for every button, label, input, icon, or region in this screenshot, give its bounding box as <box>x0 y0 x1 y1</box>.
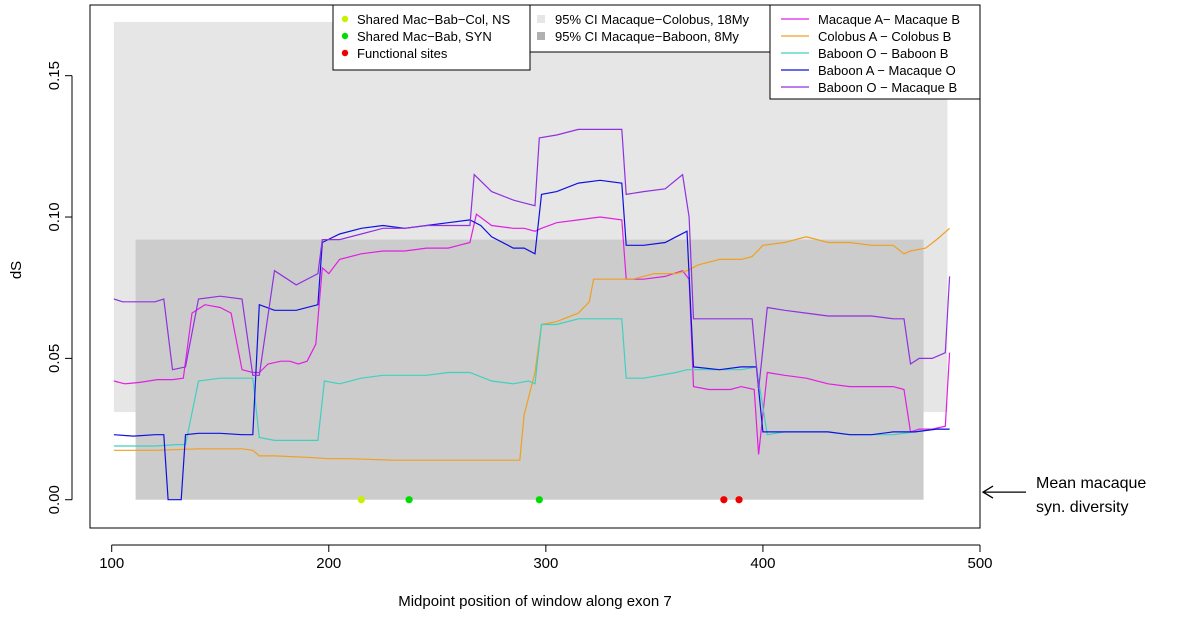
legend-point-label: Functional sites <box>357 46 448 61</box>
site-point-2-2 <box>535 496 543 504</box>
legend-bands-box <box>529 4 771 53</box>
series-lines <box>113 128 951 501</box>
series-line-2 <box>113 227 950 461</box>
mean-diversity-annotation: Mean macaque syn. diversity <box>1036 472 1146 520</box>
site-point-1-1 <box>357 496 365 504</box>
x-tick-label: 300 <box>533 555 558 572</box>
legend-point-marker <box>341 49 349 57</box>
ci-band-2 <box>135 239 924 500</box>
y-tick-label: 0.10 <box>46 202 63 231</box>
series-line-5 <box>113 128 951 390</box>
site-point-3-2 <box>735 496 743 504</box>
x-axis-label: Midpoint position of window along exon 7 <box>398 593 672 610</box>
legend-series-label: Baboon O − Baboon B <box>818 46 948 61</box>
legend-point-marker <box>341 15 349 23</box>
legend-band-swatch <box>537 15 545 23</box>
axes: 100 200 300 400 500 0.00 0.05 0.10 0.15 <box>46 61 993 572</box>
legend-series-label: Colobus A − Colobus B <box>818 29 951 44</box>
legend-points: Shared Mac−Bab−Col, NS Shared Mac−Bab, SY… <box>332 4 531 71</box>
x-tick-label: 200 <box>316 555 341 572</box>
legend-series-label: Baboon O − Macaque B <box>818 80 957 95</box>
annotation-line-2: syn. diversity <box>1036 499 1129 516</box>
y-tick-label: 0.15 <box>46 61 63 90</box>
arrow-icon <box>981 485 1026 499</box>
y-tick-label: 0.05 <box>46 344 63 373</box>
y-axis-label: dS <box>8 261 25 279</box>
legend-point-label: Shared Mac−Bab−Col, NS <box>357 12 511 27</box>
legend-series-label: Macaque A− Macaque B <box>818 12 960 27</box>
legend-point-label: Shared Mac−Bab, SYN <box>357 29 492 44</box>
legend-band-swatch <box>537 32 545 40</box>
site-points <box>357 496 743 504</box>
legend-series: Macaque A− Macaque B Colobus A − Colobus … <box>769 4 981 100</box>
legend-series-label: Baboon A − Macaque O <box>818 63 956 78</box>
x-tick-label: 400 <box>750 555 775 572</box>
legend-bands: 95% CI Macaque−Colobus, 18My 95% CI Macaq… <box>529 4 771 53</box>
series-line-4 <box>113 179 950 501</box>
annotation-line-1: Mean macaque <box>1036 475 1147 492</box>
x-tick-label: 100 <box>99 555 124 572</box>
site-point-3-1 <box>720 496 728 504</box>
legend-series-box <box>769 4 981 100</box>
legend-band-label: 95% CI Macaque−Colobus, 18My <box>555 12 750 27</box>
site-point-2-1 <box>405 496 413 504</box>
series-line-1 <box>113 213 951 455</box>
legend-band-label: 95% CI Macaque−Baboon, 8My <box>555 29 739 44</box>
x-tick-label: 500 <box>967 555 992 572</box>
y-tick-label: 0.00 <box>46 485 63 514</box>
legend-point-marker <box>341 32 349 40</box>
legend-points-box <box>332 4 531 71</box>
arrow-head <box>981 485 994 499</box>
